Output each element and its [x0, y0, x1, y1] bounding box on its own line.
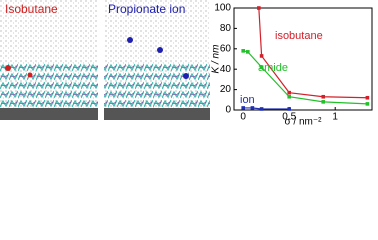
simulation-image: [104, 0, 210, 120]
series-line: [258, 7, 368, 99]
data-point: [287, 90, 291, 95]
image-label: Propionate ion: [108, 2, 185, 16]
data-point: [365, 102, 370, 106]
series-label: amide: [258, 62, 288, 74]
data-point: [241, 106, 245, 110]
series-line: [243, 107, 290, 110]
y-tick-label: 0: [225, 105, 231, 116]
series-label: isobutane: [275, 30, 323, 42]
data-point: [287, 107, 291, 111]
y-tick-label: 80: [220, 23, 232, 34]
page: {"images": [{"label": "Isobutane"}, {"la…: [0, 0, 373, 128]
y-tick-label: 60: [220, 43, 232, 54]
data-point: [287, 94, 291, 99]
x-axis-label: σ / nm⁻²: [284, 117, 322, 128]
y-tick-label: 40: [220, 64, 232, 75]
data-point: [246, 50, 250, 54]
y-tick-label: 20: [220, 84, 232, 95]
data-point: [321, 100, 326, 104]
x-tick-label: 0.5: [282, 112, 296, 123]
plot-frame: [233, 7, 373, 111]
simulation-image: [0, 0, 98, 120]
data-point: [259, 107, 264, 111]
x-tick-label: 0: [240, 112, 246, 123]
y-tick-label: 100: [214, 3, 231, 14]
data-point: [365, 95, 370, 100]
data-point: [259, 65, 264, 69]
series-line: [243, 50, 368, 105]
y-axis-label: K / nm: [211, 45, 222, 74]
data-point: [257, 6, 261, 10]
data-point: [250, 106, 255, 110]
series-label: ion: [240, 94, 255, 106]
x-tick-label: 1: [332, 112, 338, 123]
data-point: [259, 54, 264, 58]
figure: Isobutane Propionate ion 0 20 40 60 80 100 0 0.…: [0, 0, 373, 128]
plot: 0 20 40 60 80 100 0 0.5 1 σ / nm⁻² K / nm isobutane…: [211, 3, 373, 128]
image-label: Isobutane: [5, 2, 58, 16]
data-point: [241, 49, 245, 53]
data-point: [321, 94, 326, 99]
